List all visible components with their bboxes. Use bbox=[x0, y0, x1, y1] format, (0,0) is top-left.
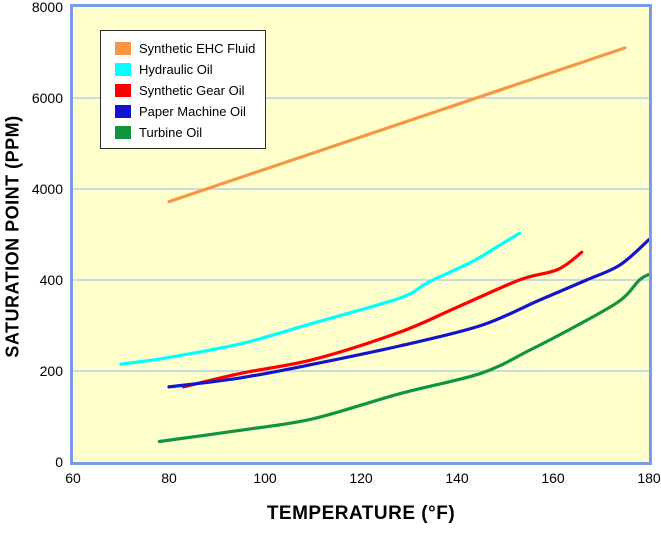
legend-item-hydraulic-oil: Hydraulic Oil bbox=[115, 59, 257, 80]
legend-item-turbine-oil: Turbine Oil bbox=[115, 122, 257, 143]
x-tick-label-180: 180 bbox=[637, 470, 661, 486]
curve-turbine-oil bbox=[157, 272, 649, 444]
legend-swatch-synthetic-ehc-fluid bbox=[115, 42, 131, 55]
legend-swatch-paper-machine-oil bbox=[115, 105, 131, 118]
legend-swatch-hydraulic-oil bbox=[115, 63, 131, 76]
x-tick-label-80: 80 bbox=[161, 470, 177, 486]
legend-item-synthetic-ehc-fluid: Synthetic EHC Fluid bbox=[115, 38, 257, 59]
curve-synthetic-gear-oil bbox=[181, 250, 584, 389]
chart-canvas bbox=[73, 46, 649, 444]
legend-label-paper-machine-oil: Paper Machine Oil bbox=[139, 104, 246, 119]
y-axis-title: SATURATION POINT (PPM) bbox=[2, 115, 23, 358]
x-tick-label-60: 60 bbox=[65, 470, 81, 486]
curve-hydraulic-oil bbox=[119, 231, 521, 366]
legend-label-hydraulic-oil: Hydraulic Oil bbox=[139, 62, 213, 77]
legend-item-paper-machine-oil: Paper Machine Oil bbox=[115, 101, 257, 122]
legend-box: Synthetic EHC Fluid Hydraulic Oil Syntheti… bbox=[100, 30, 266, 149]
legend-label-synthetic-gear-oil: Synthetic Gear Oil bbox=[139, 83, 245, 98]
y-tick-label-0: 0 bbox=[55, 454, 63, 470]
legend-label-synthetic-ehc-fluid: Synthetic EHC Fluid bbox=[139, 41, 256, 56]
curve-synthetic-ehc-fluid bbox=[167, 46, 627, 204]
legend-swatch-turbine-oil bbox=[115, 126, 131, 139]
legend-swatch-synthetic-gear-oil bbox=[115, 84, 131, 97]
y-tick-label-4000: 4000 bbox=[31, 181, 63, 197]
legend-item-synthetic-gear-oil: Synthetic Gear Oil bbox=[115, 80, 257, 101]
y-tick-label-400: 400 bbox=[39, 272, 63, 288]
x-tick-label-100: 100 bbox=[253, 470, 277, 486]
legend-label-turbine-oil: Turbine Oil bbox=[139, 125, 203, 140]
y-tick-label-6000: 6000 bbox=[31, 90, 63, 106]
x-tick-label-120: 120 bbox=[349, 470, 373, 486]
x-axis-title: TEMPERATURE (°F) bbox=[266, 503, 456, 524]
y-tick-label-200: 200 bbox=[39, 363, 63, 379]
x-tick-label-160: 160 bbox=[541, 470, 565, 486]
curve-paper-machine-oil bbox=[167, 238, 649, 389]
x-tick-label-140: 140 bbox=[445, 470, 469, 486]
y-tick-label-8000: 8000 bbox=[31, 0, 63, 15]
